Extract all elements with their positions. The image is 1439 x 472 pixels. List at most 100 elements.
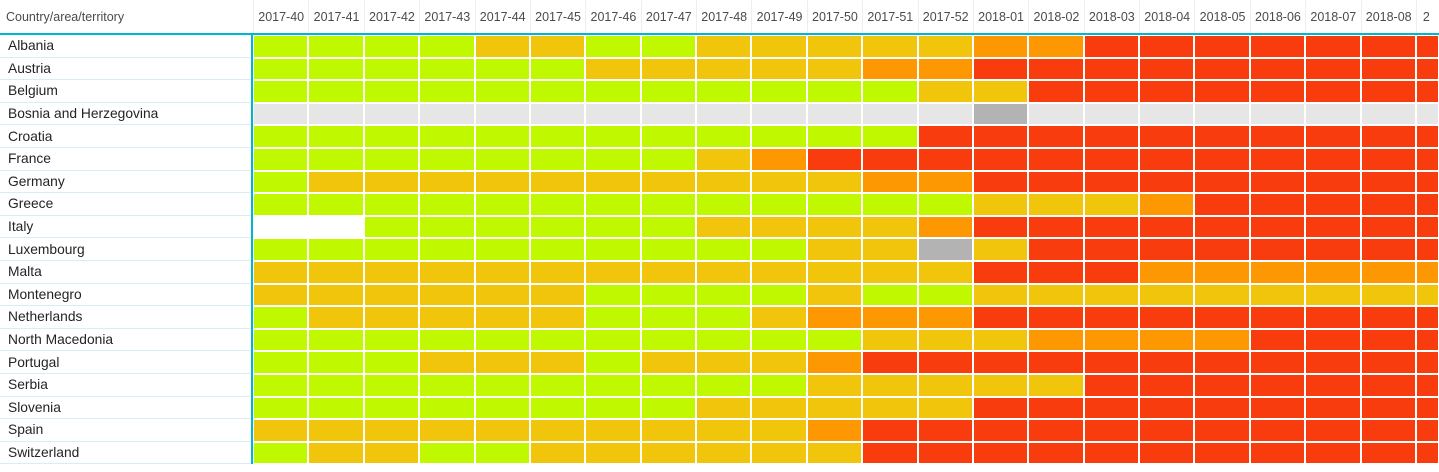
heatmap-cell[interactable] [806, 328, 863, 352]
heatmap-cell[interactable] [806, 351, 863, 374]
heatmap-cell[interactable] [363, 238, 420, 261]
heatmap-cell[interactable] [1360, 80, 1416, 103]
heatmap-cell[interactable] [253, 125, 309, 148]
row-dimension-header[interactable]: Country/area/territory [6, 9, 125, 24]
heatmap-cell[interactable] [1139, 396, 1195, 420]
heatmap-cell[interactable] [585, 396, 641, 420]
heatmap-cell[interactable] [419, 419, 475, 442]
heatmap-cell[interactable] [1083, 80, 1139, 103]
row-label-country[interactable]: Luxembourg [0, 238, 253, 261]
heatmap-cell[interactable] [1028, 283, 1084, 307]
heatmap-cell[interactable] [308, 57, 364, 81]
heatmap-cell[interactable] [585, 419, 641, 442]
heatmap-cell[interactable] [917, 193, 973, 216]
heatmap-cell[interactable] [1360, 102, 1416, 126]
heatmap-cell[interactable] [1415, 170, 1438, 194]
heatmap-cell[interactable] [917, 35, 973, 58]
heatmap-cell[interactable] [1194, 260, 1250, 284]
heatmap-cell[interactable] [308, 396, 364, 420]
heatmap-cell[interactable] [1194, 441, 1250, 465]
heatmap-cell[interactable] [1415, 441, 1438, 465]
heatmap-cell[interactable] [308, 80, 364, 103]
heatmap-cell[interactable] [308, 419, 364, 442]
heatmap-cell[interactable] [1360, 238, 1416, 261]
heatmap-cell[interactable] [1305, 193, 1361, 216]
heatmap-cell[interactable] [1415, 306, 1438, 329]
heatmap-cell[interactable] [806, 441, 863, 465]
heatmap-cell[interactable] [917, 441, 973, 465]
heatmap-cell[interactable] [253, 396, 309, 420]
heatmap-cell[interactable] [474, 170, 530, 194]
heatmap-cell[interactable] [1249, 102, 1306, 126]
heatmap-cell[interactable] [751, 441, 807, 465]
heatmap-cell[interactable] [862, 328, 918, 352]
heatmap-cell[interactable] [696, 260, 752, 284]
heatmap-cell[interactable] [363, 80, 420, 103]
heatmap-cell[interactable] [253, 215, 309, 239]
heatmap-cell[interactable] [1083, 102, 1139, 126]
heatmap-cell[interactable] [1139, 306, 1195, 329]
heatmap-cell[interactable] [308, 306, 364, 329]
heatmap-cell[interactable] [1360, 419, 1416, 442]
heatmap-cell[interactable] [1305, 419, 1361, 442]
heatmap-cell[interactable] [1305, 147, 1361, 171]
heatmap-cell[interactable] [253, 328, 309, 352]
heatmap-cell[interactable] [917, 102, 973, 126]
heatmap-cell[interactable] [806, 35, 863, 58]
column-header-week[interactable]: 2017-41 [308, 0, 363, 33]
heatmap-cell[interactable] [253, 260, 309, 284]
heatmap-cell[interactable] [1083, 193, 1139, 216]
heatmap-cell[interactable] [640, 35, 696, 58]
heatmap-cell[interactable] [1028, 35, 1084, 58]
heatmap-cell[interactable] [1415, 351, 1438, 374]
heatmap-cell[interactable] [696, 351, 752, 374]
heatmap-cell[interactable] [529, 102, 586, 126]
heatmap-cell[interactable] [1360, 125, 1416, 148]
heatmap-cell[interactable] [1028, 170, 1084, 194]
heatmap-cell[interactable] [363, 260, 420, 284]
heatmap-cell[interactable] [585, 102, 641, 126]
column-header-week[interactable]: 2018-05 [1194, 0, 1249, 33]
heatmap-cell[interactable] [419, 260, 475, 284]
heatmap-cell[interactable] [363, 306, 420, 329]
heatmap-cell[interactable] [751, 102, 807, 126]
heatmap-cell[interactable] [253, 35, 309, 58]
heatmap-cell[interactable] [696, 125, 752, 148]
row-label-country[interactable]: Slovenia [0, 396, 253, 420]
heatmap-cell[interactable] [640, 57, 696, 81]
heatmap-cell[interactable] [806, 80, 863, 103]
heatmap-cell[interactable] [1415, 215, 1438, 239]
heatmap-cell[interactable] [474, 328, 530, 352]
heatmap-cell[interactable] [640, 306, 696, 329]
heatmap-cell[interactable] [253, 102, 309, 126]
heatmap-cell[interactable] [696, 419, 752, 442]
heatmap-cell[interactable] [917, 260, 973, 284]
heatmap-cell[interactable] [529, 351, 586, 374]
heatmap-cell[interactable] [474, 147, 530, 171]
heatmap-cell[interactable] [1249, 306, 1306, 329]
heatmap-cell[interactable] [1083, 351, 1139, 374]
heatmap-cell[interactable] [419, 102, 475, 126]
heatmap-cell[interactable] [1139, 170, 1195, 194]
heatmap-cell[interactable] [1194, 283, 1250, 307]
heatmap-cell[interactable] [696, 238, 752, 261]
heatmap-cell[interactable] [806, 102, 863, 126]
heatmap-cell[interactable] [253, 57, 309, 81]
heatmap-cell[interactable] [696, 147, 752, 171]
heatmap-cell[interactable] [1249, 147, 1306, 171]
heatmap-cell[interactable] [696, 102, 752, 126]
column-header-week[interactable]: 2018-04 [1139, 0, 1194, 33]
heatmap-cell[interactable] [1415, 373, 1438, 397]
heatmap-cell[interactable] [474, 102, 530, 126]
heatmap-cell[interactable] [751, 215, 807, 239]
heatmap-cell[interactable] [696, 306, 752, 329]
heatmap-cell[interactable] [474, 260, 530, 284]
heatmap-cell[interactable] [1249, 351, 1306, 374]
column-header-week[interactable]: 2018-01 [972, 0, 1028, 33]
heatmap-cell[interactable] [1360, 283, 1416, 307]
heatmap-cell[interactable] [529, 170, 586, 194]
heatmap-cell[interactable] [419, 125, 475, 148]
heatmap-cell[interactable] [585, 215, 641, 239]
heatmap-cell[interactable] [1083, 419, 1139, 442]
column-header-week[interactable]: 2017-44 [474, 0, 530, 33]
